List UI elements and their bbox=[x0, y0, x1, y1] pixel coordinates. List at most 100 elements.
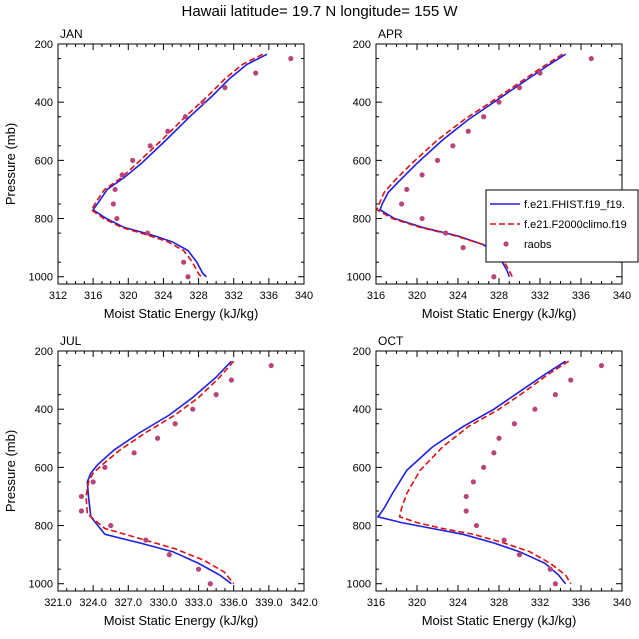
y-tick-label: 1000 bbox=[29, 272, 53, 284]
raobs-point bbox=[145, 230, 151, 236]
raobs-point bbox=[491, 274, 497, 280]
series-line-f2000climo bbox=[90, 53, 264, 278]
panel-jan: JAN 312 316 320 324 328 332 336 340 200 400 600 800 1… bbox=[3, 27, 313, 321]
raobs-point bbox=[185, 274, 191, 280]
x-tick-label: 339.0 bbox=[255, 597, 283, 609]
x-tick-label: 330.0 bbox=[150, 597, 178, 609]
x-tick-label: 332 bbox=[225, 290, 243, 302]
x-tick-label: 316 bbox=[367, 290, 385, 302]
y-tick-label: 800 bbox=[35, 214, 53, 226]
raobs-point bbox=[195, 566, 202, 572]
x-tick-label: 340 bbox=[295, 290, 313, 302]
panel-label: OCT bbox=[378, 334, 404, 348]
x-tick-label: 324 bbox=[449, 290, 467, 302]
raobs-point bbox=[399, 201, 405, 207]
raobs-point bbox=[501, 537, 507, 543]
plot-area bbox=[90, 53, 294, 280]
raobs-point bbox=[131, 450, 137, 456]
raobs-point bbox=[552, 581, 558, 587]
raobs-point bbox=[213, 392, 219, 398]
raobs-point bbox=[419, 172, 425, 178]
raobs-point bbox=[130, 157, 136, 163]
raobs-point bbox=[516, 552, 523, 558]
raobs-point bbox=[470, 479, 476, 485]
x-tick-label: 316 bbox=[84, 290, 102, 302]
raobs-point bbox=[598, 362, 605, 369]
raobs-point bbox=[288, 55, 294, 62]
raobs-point bbox=[228, 377, 234, 383]
raobs-point bbox=[481, 114, 487, 120]
x-tick-label: 324.0 bbox=[79, 597, 107, 609]
panel-label: APR bbox=[378, 27, 403, 41]
raobs-point bbox=[172, 421, 178, 427]
x-tick-label: 321.0 bbox=[44, 597, 72, 609]
y-tick-label: 400 bbox=[35, 97, 53, 109]
x-tick-label: 328 bbox=[189, 290, 207, 302]
raobs-point bbox=[547, 566, 553, 572]
x-tick-label: 324 bbox=[154, 290, 172, 302]
x-tick-label: 328 bbox=[490, 290, 508, 302]
raobs-point bbox=[207, 581, 213, 587]
raobs-point bbox=[181, 259, 187, 265]
x-tick-label: 320 bbox=[119, 290, 137, 302]
raobs-point bbox=[463, 493, 469, 500]
panel-label: JAN bbox=[60, 27, 83, 41]
y-tick-label: 1000 bbox=[29, 579, 53, 591]
x-tick-label: 332 bbox=[531, 597, 549, 609]
y-tick-label: 400 bbox=[35, 404, 53, 416]
y-axis-label: Pressure (mb) bbox=[3, 123, 18, 205]
y-axis-label: Pressure (mb) bbox=[3, 430, 18, 512]
x-tick-label: 327.0 bbox=[115, 597, 143, 609]
raobs-point bbox=[166, 552, 172, 558]
raobs-point bbox=[537, 70, 543, 76]
panel-label: JUL bbox=[60, 334, 82, 348]
raobs-point bbox=[119, 172, 125, 178]
y-tick-label: 200 bbox=[353, 346, 371, 358]
legend-box bbox=[485, 189, 639, 263]
raobs-point bbox=[491, 450, 497, 456]
series-line-fhist bbox=[376, 360, 567, 585]
x-tick-label: 342.0 bbox=[290, 597, 318, 609]
raobs-point bbox=[588, 55, 594, 62]
raobs-point bbox=[496, 435, 502, 441]
raobs-point bbox=[78, 493, 85, 500]
x-axis-label: Moist Static Energy (kJ/kg) bbox=[422, 613, 577, 628]
plot-area bbox=[376, 360, 605, 587]
raobs-point bbox=[182, 114, 188, 120]
legend-label: f.e21.FHIST.f19_f19. bbox=[524, 199, 625, 211]
legend-entry: raobs bbox=[503, 239, 552, 251]
raobs-point bbox=[165, 128, 171, 134]
raobs-point bbox=[552, 392, 558, 398]
raobs-point bbox=[434, 157, 441, 163]
raobs-point bbox=[112, 186, 118, 193]
y-tick-label: 1000 bbox=[347, 272, 371, 284]
y-tick-label: 1000 bbox=[347, 579, 371, 591]
raobs-point bbox=[465, 128, 471, 134]
x-tick-label: 340 bbox=[613, 597, 631, 609]
x-tick-label: 316 bbox=[367, 597, 385, 609]
raobs-point bbox=[268, 362, 274, 369]
y-tick-label: 200 bbox=[353, 39, 371, 51]
y-tick-label: 400 bbox=[353, 404, 371, 416]
raobs-point bbox=[496, 99, 502, 105]
x-tick-label: 332 bbox=[531, 290, 549, 302]
x-tick-label: 336 bbox=[572, 597, 590, 609]
raobs-point bbox=[419, 215, 425, 222]
y-tick-label: 600 bbox=[353, 462, 371, 474]
raobs-point bbox=[568, 377, 574, 383]
legend-label: raobs bbox=[524, 239, 552, 251]
legend: f.e21.FHIST.f19_f19. f.e21.F2000climo.f19… bbox=[485, 189, 639, 263]
x-tick-label: 336 bbox=[572, 290, 590, 302]
series-line-fhist bbox=[86, 360, 232, 585]
raobs-point bbox=[147, 143, 153, 149]
series-line-f2000climo bbox=[85, 360, 235, 585]
raobs-point bbox=[108, 522, 114, 529]
raobs-point bbox=[481, 464, 487, 470]
panel-oct: OCT 316 320 324 328 332 336 340 200 400 600 800 1000… bbox=[347, 334, 632, 628]
raobs-point bbox=[253, 70, 259, 76]
raobs-point bbox=[443, 230, 449, 236]
legend-marker bbox=[503, 241, 509, 247]
figure-title: Hawaii latitude= 19.7 N longitude= 155 W bbox=[181, 3, 458, 20]
y-tick-label: 400 bbox=[353, 97, 371, 109]
